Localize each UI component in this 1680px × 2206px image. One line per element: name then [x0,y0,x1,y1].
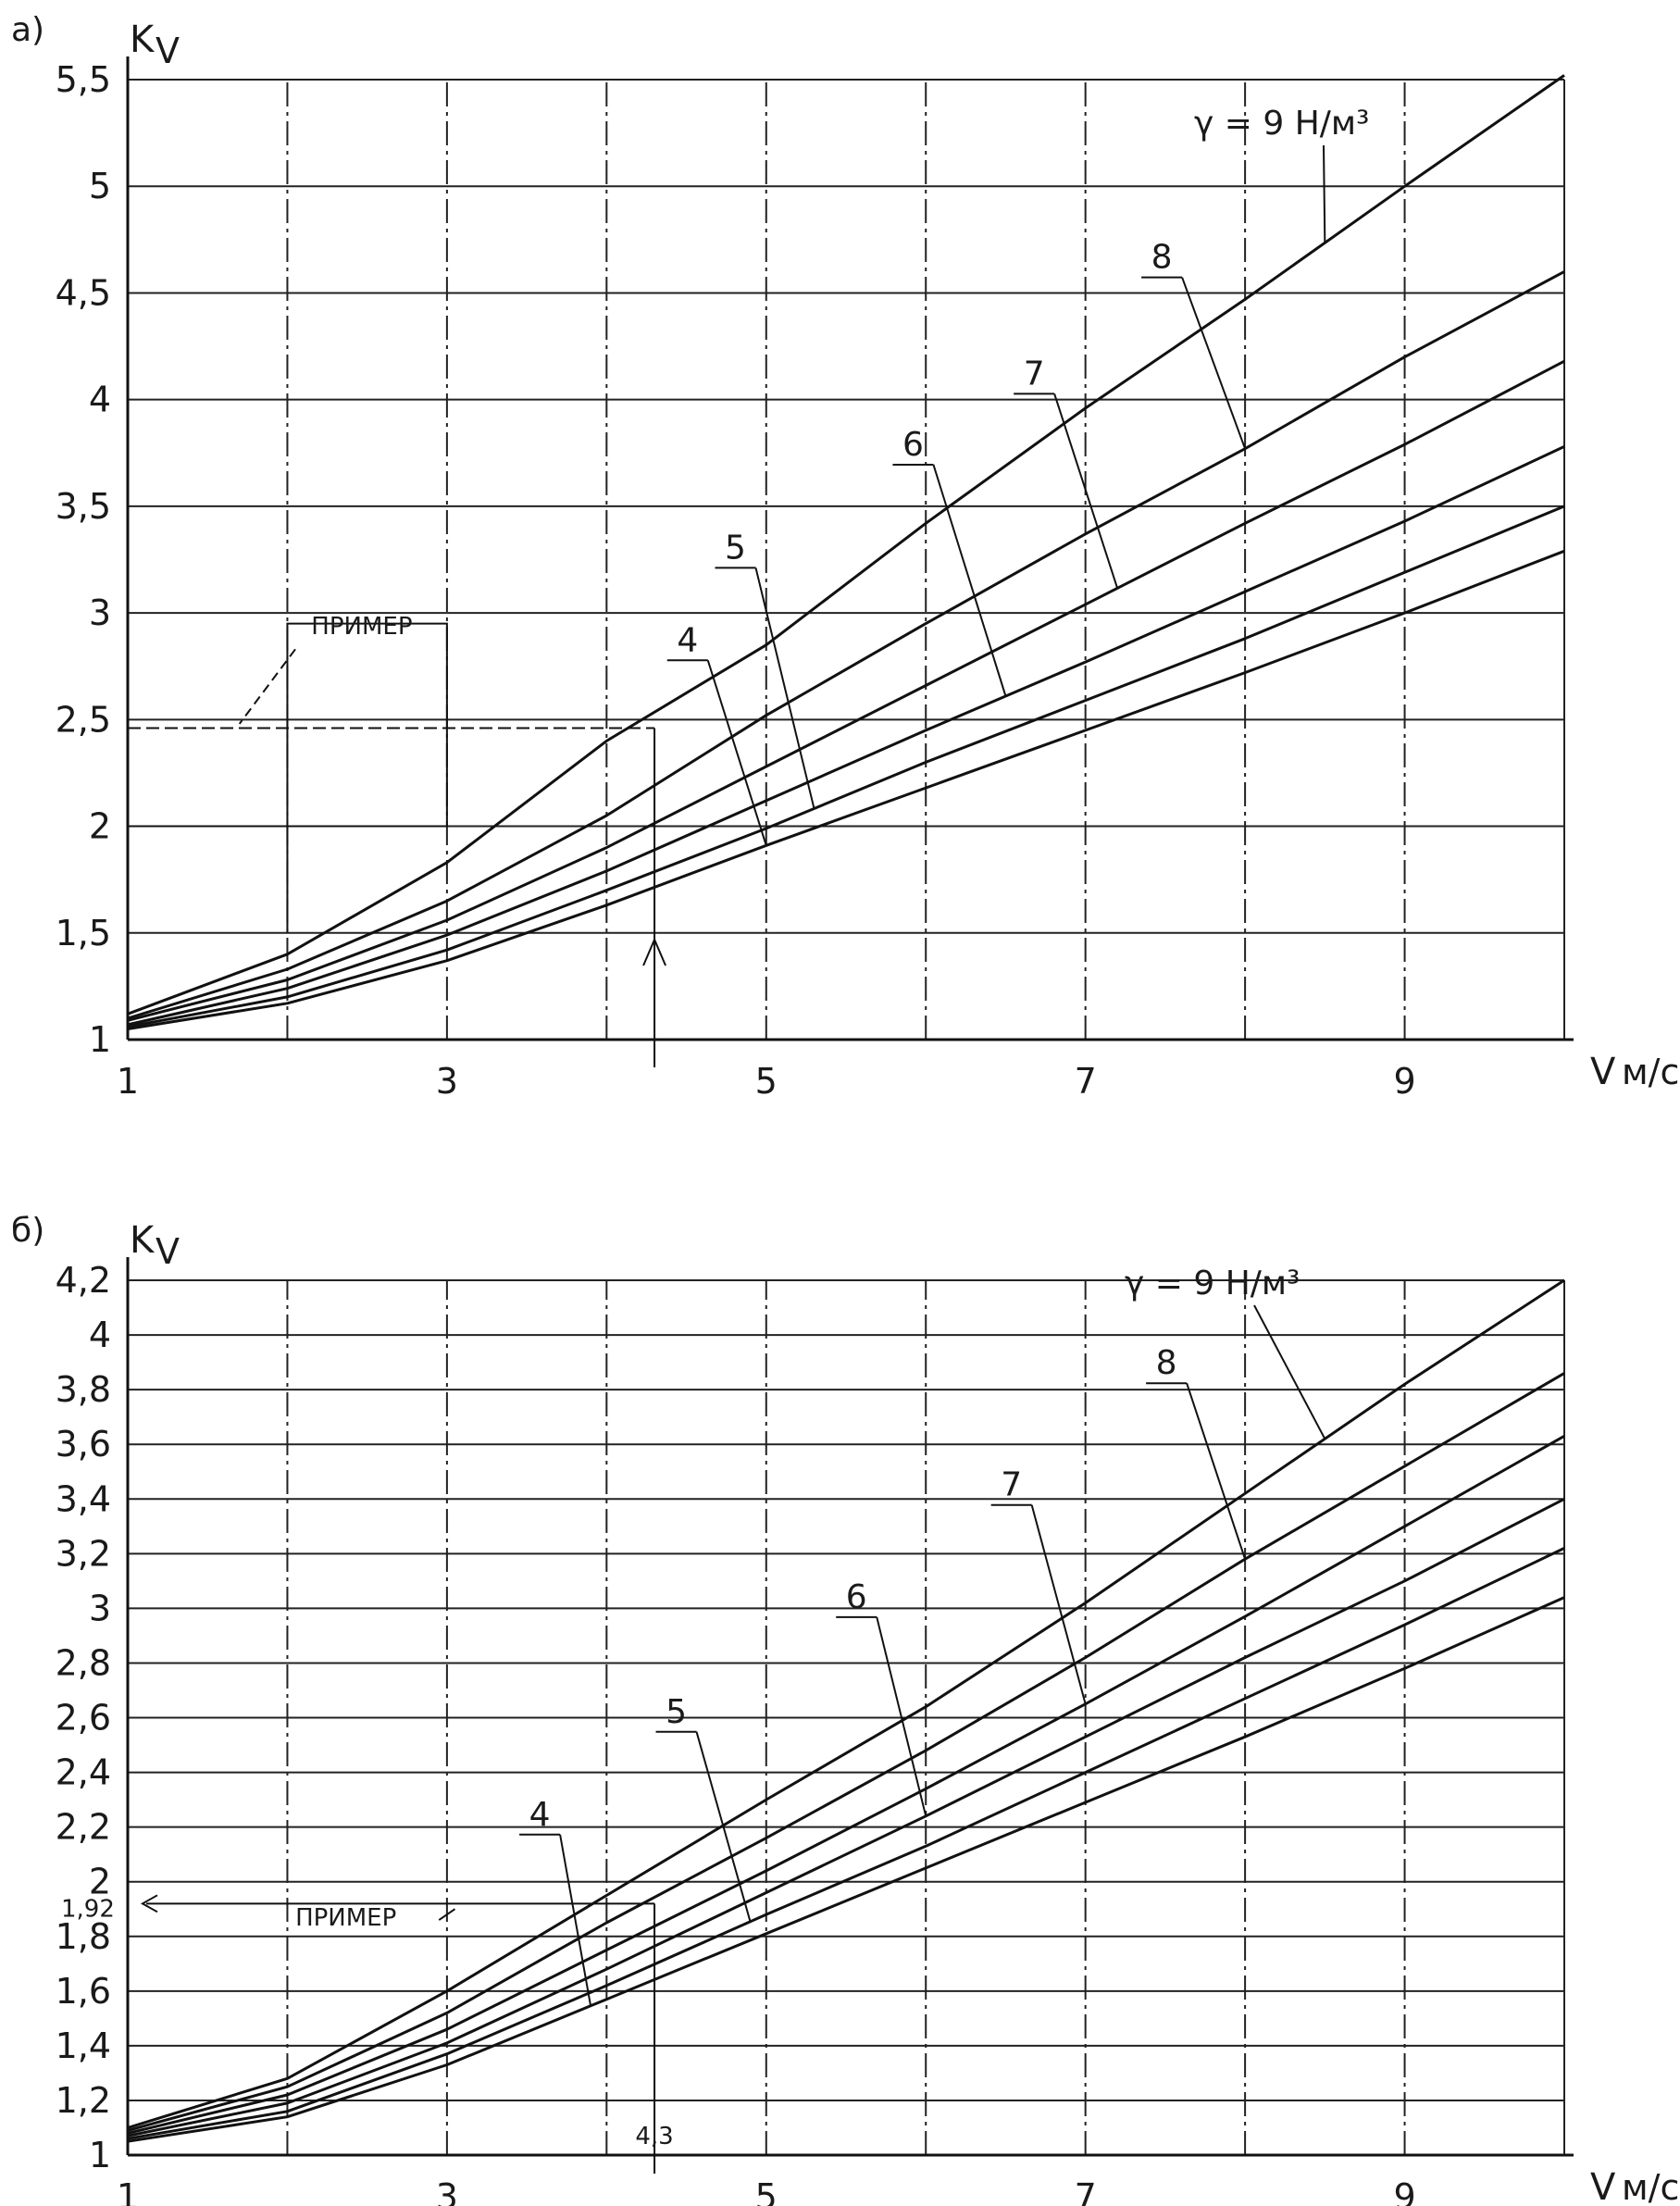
series-line-6 [127,445,1565,1027]
x-tick-label: 9 [1393,2176,1415,2206]
y-tick-label: 1,5 [56,913,111,953]
y-tick-label: 1,4 [56,2025,111,2066]
series-label-leader [932,464,1007,697]
example-label-leader [438,1908,456,1921]
y-tick-label: 4 [89,380,111,420]
series-line-5 [127,1547,1565,2140]
y-tick-label: 2,4 [56,1752,111,1793]
y-tick-label: 3,2 [56,1533,111,1574]
y-axis-title-subscript: V [156,1231,180,1272]
panel-label: а) [11,11,44,49]
y-tick-label: 1 [89,2135,111,2175]
y-tick-label: 4,2 [56,1260,111,1301]
y-tick-label: 3,4 [56,1478,111,1519]
example-label: ПРИМЕР [311,613,412,641]
y-tick-label: 1,2 [56,2080,111,2121]
series-line-9 [127,1278,1565,2129]
series-line-6 [127,1497,1565,2137]
series-line-8 [127,270,1565,1020]
legend-gamma-label: γ = 9 Н/м³ [1194,105,1370,143]
y-tick-label: 4,5 [56,272,111,313]
panel-label: б) [11,1212,44,1250]
legend-leader-line [1253,1304,1326,1440]
y-tick-label: 1,6 [56,1971,111,2012]
series-label-5: 5 [725,529,746,567]
example-arrow-up [642,937,666,966]
y-tick-label: 2,6 [56,1698,111,1739]
y-tick-label: 3,5 [56,486,111,527]
series-label-4: 4 [677,621,698,659]
x-tick-label: 7 [1075,1061,1097,1102]
x-tick-label: 5 [755,1061,778,1102]
x-tick-label: 9 [1393,1061,1415,1102]
chart-panel-a: 11,522,533,544,555,51 3 5 7 9а) K VV м/сγ = 9 Н… [11,11,1679,1102]
y-tick-label: 1,8 [56,1916,111,1957]
y-tick-label: 2,2 [56,1807,111,1848]
example-label: ПРИМЕР [295,1904,396,1932]
x-tick-label: 5 [755,2176,778,2206]
x-axis-title: V [1590,2166,1616,2206]
y-tick-label: 3 [89,1588,111,1628]
y-tick-label: 2 [89,1862,111,1902]
x-tick-label: 1 [117,1061,139,1102]
x-tick-label: 3 [436,1061,458,1102]
x-axis-unit: м/с [1622,1052,1679,1092]
y-tick-label: 1 [89,1019,111,1060]
series-line-8 [127,1372,1565,2132]
series-line-5 [127,505,1565,1028]
series-label-7: 7 [1024,355,1045,393]
y-tick-label: 4 [89,1315,111,1355]
series-label-leader [559,1834,592,2006]
series-label-leader [695,1731,752,1923]
series-label-leader [876,1616,927,1817]
x-axis-unit: м/с [1622,2167,1679,2206]
series-line-4 [127,549,1565,1030]
series-label-8: 8 [1151,239,1173,277]
y-tick-label: 2,5 [56,699,111,740]
series-label-leader [1030,1504,1087,1704]
series-line-7 [127,1434,1565,2135]
series-label-leader [1181,277,1247,450]
y-axis-title: K [130,19,156,61]
series-line-4 [127,1596,1565,2143]
x-tick-label: 3 [436,2176,458,2206]
x-tick-label: 7 [1075,2176,1097,2206]
x-tick-label-example: 4,3 [635,2123,673,2150]
series-line-9 [127,74,1565,1016]
y-tick-label: 3,8 [56,1369,111,1410]
example-arrow-left [140,1894,158,1913]
series-label-5: 5 [666,1693,687,1731]
series-label-6: 6 [846,1578,867,1616]
series-label-4: 4 [529,1796,551,1834]
series-label-7: 7 [1001,1466,1022,1504]
y-tick-label: 2,8 [56,1642,111,1683]
series-label-leader [1186,1382,1247,1560]
x-tick-label: 1 [117,2176,139,2206]
y-tick-label: 2 [89,806,111,847]
example-value-label: 1,92 [61,1895,115,1923]
y-tick-label: 3 [89,592,111,633]
y-tick-label: 5 [89,166,111,206]
legend-leader-line [1323,144,1326,243]
x-axis-title: V [1590,1051,1616,1093]
example-label-leader [238,648,296,725]
series-label-leader [1053,393,1119,589]
series-label-8: 8 [1156,1344,1177,1382]
series-label-leader [706,659,767,846]
y-axis-title-subscript: V [156,31,180,71]
series-label-6: 6 [902,426,924,464]
legend-gamma-label: γ = 9 Н/м³ [1125,1265,1300,1302]
example-frame [128,622,448,933]
series-label-leader [754,567,815,809]
series-line-7 [127,359,1565,1022]
chart-panel-b: 1 1,2 1,4 1,6 1,8 2 2,2 2,4 2,6 2,8 3 3,2 3,4 3,6 3,8 4… [11,1212,1679,2206]
y-tick-label: 5,5 [56,59,111,100]
y-tick-label: 3,6 [56,1424,111,1464]
y-axis-title: K [130,1219,156,1262]
